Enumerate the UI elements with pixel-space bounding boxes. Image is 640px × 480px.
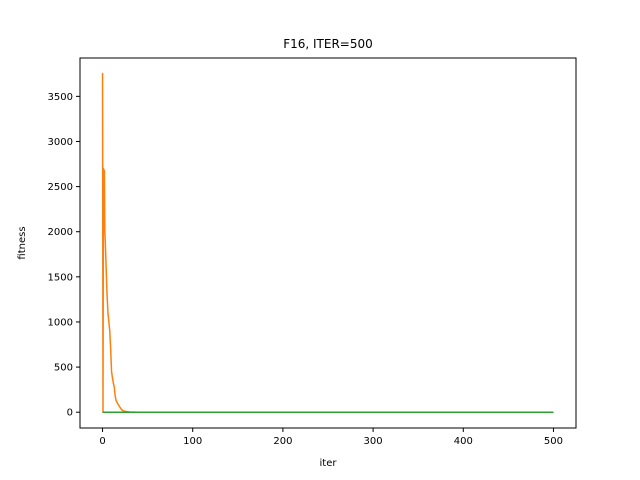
y-tick-label: 3000 — [48, 137, 73, 148]
y-tick-label: 500 — [54, 363, 73, 374]
y-tick-label: 0 — [67, 408, 73, 419]
plot-frame — [79, 57, 577, 429]
y-tick-label: 1000 — [48, 317, 73, 328]
x-tick-label: 300 — [364, 436, 383, 447]
y-tick-label: 3500 — [48, 92, 73, 103]
y-axis-ticks: 0 500 1000 1500 2000 2500 3000 3500 — [48, 92, 80, 419]
y-tick-label: 2000 — [48, 227, 73, 238]
chart-title: F16, ITER=500 — [283, 37, 373, 51]
x-axis-ticks: 0 100 200 300 400 500 — [99, 428, 563, 447]
x-tick-label: 200 — [273, 436, 292, 447]
x-tick-label: 100 — [183, 436, 202, 447]
series-line-2 — [101, 72, 554, 413]
series-layer — [101, 72, 554, 413]
y-tick-label: 2500 — [48, 182, 73, 193]
x-tick-label: 400 — [454, 436, 473, 447]
y-axis-label: fitness — [17, 226, 28, 259]
x-tick-label: 0 — [99, 436, 105, 447]
y-tick-label: 1500 — [48, 272, 73, 283]
x-tick-label: 500 — [544, 436, 563, 447]
x-axis-label: iter — [320, 458, 338, 469]
